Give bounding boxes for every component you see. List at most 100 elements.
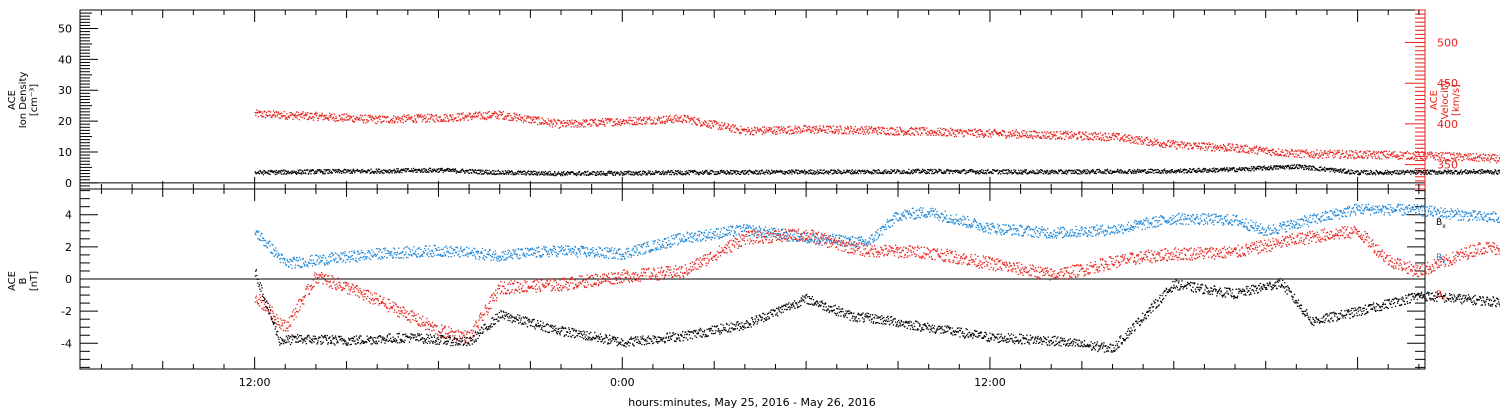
density-series-point	[740, 172, 743, 174]
velocity-series-point	[1183, 143, 1185, 145]
velocity-series-point	[866, 130, 869, 132]
density-series-point	[608, 172, 610, 174]
density-series-point	[490, 171, 492, 174]
velocity-series-point	[599, 123, 601, 125]
velocity-series-point	[718, 127, 721, 129]
velocity-series-point	[1077, 138, 1079, 140]
velocity-series-point	[1204, 149, 1206, 152]
density-series-point	[283, 172, 285, 174]
velocity-series-point	[1402, 153, 1404, 155]
density-series-point	[1296, 164, 1298, 166]
density-series-point	[671, 170, 673, 172]
density-series-point	[1214, 170, 1216, 172]
density-series-point	[464, 172, 466, 174]
velocity-series-point	[1382, 152, 1384, 154]
density-series-point	[960, 170, 963, 173]
velocity-series-point	[1135, 139, 1137, 141]
velocity-series-point	[1221, 147, 1223, 149]
velocity-series-point	[1148, 141, 1150, 144]
density-series-point	[926, 171, 928, 173]
velocity-series-point	[679, 117, 681, 119]
density-series-point	[1220, 167, 1222, 169]
velocity-series-point	[463, 119, 465, 121]
velocity-series-point	[714, 120, 716, 122]
velocity-series-point	[1394, 155, 1397, 158]
density-series-point	[717, 171, 720, 173]
density-series-point	[1291, 166, 1293, 169]
velocity-series-point	[920, 134, 922, 136]
density-series-point	[1250, 166, 1253, 168]
density-series-point	[633, 171, 635, 173]
velocity-series-point	[969, 130, 971, 132]
velocity-series-point	[784, 128, 786, 130]
density-series-point	[935, 169, 938, 171]
velocity-series-point	[1081, 131, 1084, 134]
velocity-series-point	[943, 134, 945, 136]
velocity-series-point	[1095, 133, 1097, 135]
velocity-series-point	[1025, 136, 1027, 138]
density-series-point	[369, 170, 371, 172]
density-series-point	[1083, 170, 1086, 172]
velocity-series-point	[949, 134, 951, 136]
density-series-point	[360, 172, 362, 174]
density-series-point	[1080, 171, 1083, 173]
velocity-series-point	[1319, 155, 1322, 157]
density-series-point	[1172, 170, 1174, 173]
velocity-series-point	[1221, 146, 1224, 149]
density-series-point	[1092, 168, 1094, 171]
velocity-series-point	[590, 118, 592, 121]
density-series-point	[1224, 169, 1227, 171]
velocity-series-point	[965, 130, 968, 133]
density-series-point	[917, 169, 919, 171]
velocity-series-point	[1460, 154, 1462, 156]
density-series-point	[819, 171, 822, 174]
density-series-point	[618, 172, 620, 174]
velocity-series-point	[1012, 135, 1014, 137]
density-series-point	[831, 169, 833, 171]
density-series-point	[715, 171, 717, 173]
velocity-series-point	[973, 129, 975, 131]
velocity-series-point	[1066, 133, 1068, 135]
velocity-series-point	[541, 122, 543, 124]
density-series-point	[462, 168, 464, 170]
velocity-series-point	[868, 126, 870, 128]
velocity-series-point	[317, 119, 319, 122]
density-series-point	[466, 169, 468, 171]
velocity-series-point	[756, 131, 758, 133]
velocity-series-point	[1064, 138, 1066, 141]
density-series-point	[997, 173, 999, 175]
velocity-series-point	[1412, 152, 1414, 154]
density-series-point	[882, 172, 884, 175]
density-series-point	[327, 172, 329, 174]
velocity-series-point	[893, 129, 896, 131]
velocity-series-point	[451, 118, 453, 121]
velocity-series-point	[614, 123, 616, 125]
velocity-series-point	[708, 126, 710, 128]
density-series-point	[627, 172, 629, 174]
density-series-point	[493, 172, 495, 174]
density-series-point	[592, 173, 594, 176]
velocity-series-point	[921, 132, 923, 134]
velocity-series-point	[1167, 141, 1169, 143]
velocity-series-point	[561, 120, 563, 123]
velocity-series-point	[460, 112, 463, 115]
velocity-series-point	[1460, 156, 1462, 158]
velocity-series-point	[1396, 156, 1398, 158]
velocity-series-point	[1007, 135, 1009, 137]
velocity-series-point	[1015, 129, 1017, 131]
density-series-point	[401, 169, 403, 172]
density-series-point	[1136, 171, 1138, 173]
velocity-series-point	[723, 124, 725, 126]
density-series-point	[1014, 171, 1016, 173]
velocity-series-point	[1290, 153, 1292, 155]
density-series-point	[1142, 169, 1144, 171]
velocity-series-point	[767, 131, 769, 133]
velocity-series-point	[369, 116, 371, 119]
velocity-series-point	[325, 117, 327, 119]
density-series-point	[361, 171, 363, 173]
density-series-point	[448, 167, 450, 170]
velocity-series-point	[1213, 146, 1215, 148]
density-series-point	[1095, 172, 1097, 175]
density-series-point	[659, 173, 661, 175]
velocity-series-point	[416, 114, 418, 116]
